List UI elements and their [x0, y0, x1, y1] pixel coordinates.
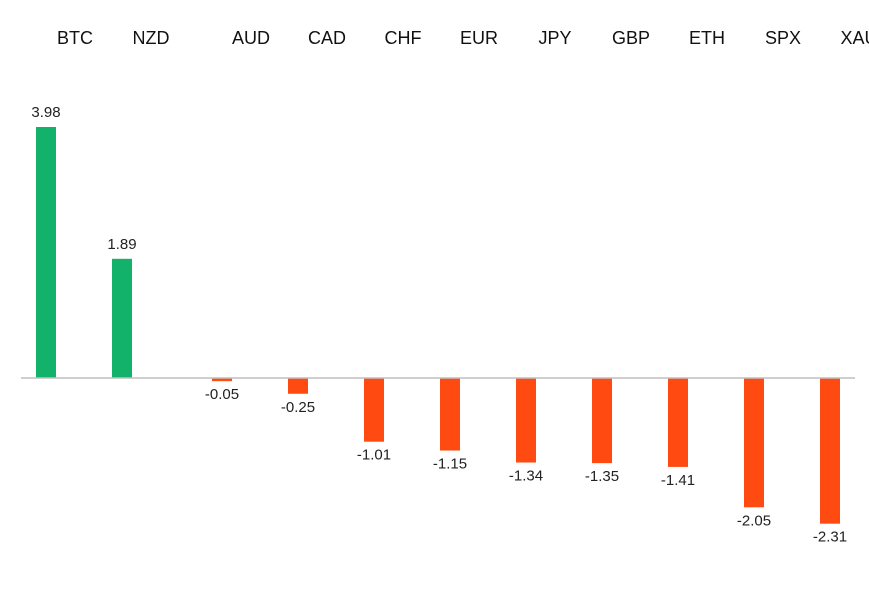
bar-xau — [820, 378, 840, 524]
category-label-spx: SPX — [765, 28, 801, 48]
category-label-cad: CAD — [308, 28, 346, 48]
bar-eth — [668, 378, 688, 467]
category-label-gbp: GBP — [612, 28, 650, 48]
category-label-btc: BTC — [57, 28, 93, 48]
category-label-nzd: NZD — [133, 28, 170, 48]
category-label-chf: CHF — [385, 28, 422, 48]
bar-chf — [364, 378, 384, 442]
value-label-spx: -2.05 — [737, 512, 771, 529]
category-label-jpy: JPY — [538, 28, 571, 48]
value-label-gbp: -1.35 — [585, 468, 619, 485]
bar-eur — [440, 378, 460, 451]
bar-btc — [36, 127, 56, 378]
bar-gbp — [592, 378, 612, 464]
labels-layer: BTC 3.98 NZD 1.89 AUD -0.05 CAD -0.25 CHF -1.01 EU… — [31, 28, 869, 546]
value-label-cad: -0.25 — [281, 399, 315, 416]
value-label-btc: 3.98 — [31, 104, 60, 121]
category-label-xau: XAU — [840, 28, 869, 48]
bar-jpy — [516, 378, 536, 463]
value-label-eur: -1.15 — [433, 456, 467, 473]
value-label-xau: -2.31 — [813, 529, 847, 546]
category-label-eth: ETH — [689, 28, 725, 48]
category-label-eur: EUR — [460, 28, 498, 48]
value-label-nzd: 1.89 — [107, 236, 136, 253]
value-label-eth: -1.41 — [661, 472, 695, 489]
bar-cad — [288, 378, 308, 394]
bar-spx — [744, 378, 764, 508]
value-label-jpy: -1.34 — [509, 468, 543, 485]
bar-nzd — [112, 258, 132, 378]
category-label-aud: AUD — [232, 28, 270, 48]
value-label-aud: -0.05 — [205, 386, 239, 403]
bars-layer — [36, 127, 840, 524]
value-label-chf: -1.01 — [357, 447, 391, 464]
bar-aud — [212, 378, 232, 382]
